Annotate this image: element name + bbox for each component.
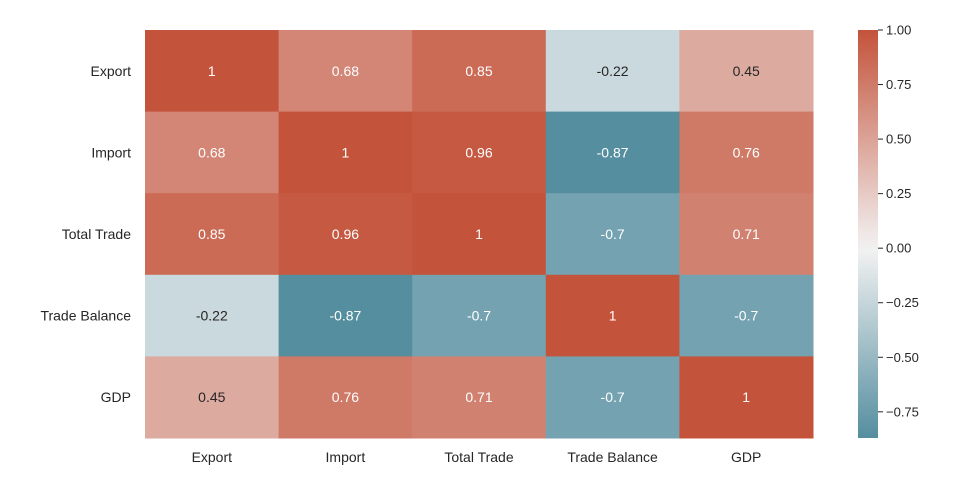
heatmap-cell (278, 356, 413, 439)
heatmap-cell (278, 274, 413, 357)
colorbar-tick-label: −0.75 (886, 404, 919, 419)
cell-annotation: 0.85 (465, 63, 492, 79)
y-axis-tick-labels: Export Import Total Trade Trade Balance GDP (40, 63, 131, 405)
cell-annotation: -0.87 (597, 144, 629, 160)
heatmap-cell (679, 274, 814, 357)
colorbar: 1.00 0.75 0.50 0.25 0.00 −0.25 −0.50 −0.75 (858, 23, 919, 438)
heatmap-cell (545, 111, 680, 194)
cell-annotation: 1 (609, 308, 617, 324)
heatmap-annotations: 1 0.68 0.85 -0.22 0.45 0.68 1 0.96 -0.87 0.76 0.85… (196, 63, 760, 405)
x-tick-label: Import (326, 449, 366, 465)
heatmap-cell (545, 193, 680, 276)
heatmap-cell (278, 193, 413, 276)
cell-annotation: 1 (342, 144, 350, 160)
heatmap-cell (278, 30, 413, 113)
cell-annotation: -0.87 (329, 308, 361, 324)
cell-annotation: 0.68 (198, 144, 225, 160)
heatmap-cell (412, 356, 547, 439)
heatmap-cell (679, 111, 814, 194)
heatmap-cell (412, 111, 547, 194)
cell-annotation: 0.71 (465, 389, 492, 405)
colorbar-tick-label: 0.25 (886, 186, 911, 201)
cell-annotation: 0.76 (733, 144, 760, 160)
cell-annotation: 0.96 (332, 226, 359, 242)
colorbar-tick-label: 0.50 (886, 132, 911, 147)
cell-annotation: -0.22 (196, 308, 228, 324)
heatmap-cell (145, 111, 280, 194)
cell-annotation: 0.45 (733, 63, 760, 79)
x-tick-label: Total Trade (444, 449, 513, 465)
cell-annotation: 1 (208, 63, 216, 79)
colorbar-gradient (858, 30, 878, 438)
heatmap-cell (145, 193, 280, 276)
y-tick-label: Trade Balance (40, 308, 131, 324)
x-axis-tick-labels: Export Import Total Trade Trade Balance GDP (192, 449, 762, 465)
cell-annotation: 0.71 (733, 226, 760, 242)
cell-annotation: -0.7 (467, 308, 491, 324)
colorbar-tick-label: 1.00 (886, 23, 911, 38)
heatmap-cell (545, 30, 680, 113)
heatmap-cell (278, 111, 413, 194)
cell-annotation: 0.76 (332, 389, 359, 405)
cell-annotation: 1 (742, 389, 750, 405)
x-tick-label: Trade Balance (567, 449, 658, 465)
heatmap-cell (412, 274, 547, 357)
cell-annotation: 0.85 (198, 226, 225, 242)
cell-annotation: -0.7 (601, 226, 625, 242)
cell-annotation: 0.68 (332, 63, 359, 79)
heatmap-cells (145, 30, 814, 439)
heatmap-cell (545, 356, 680, 439)
cell-annotation: 0.45 (198, 389, 225, 405)
y-tick-label: Total Trade (62, 226, 131, 242)
heatmap-cell (679, 193, 814, 276)
heatmap-cell (679, 30, 814, 113)
heatmap-cell (679, 356, 814, 439)
colorbar-tick-label: −0.25 (886, 295, 919, 310)
cell-annotation: -0.7 (734, 308, 758, 324)
colorbar-tick-label: 0.00 (886, 241, 911, 256)
colorbar-tick-label: −0.50 (886, 350, 919, 365)
cell-annotation: -0.22 (597, 63, 629, 79)
y-tick-label: GDP (101, 389, 131, 405)
heatmap-cell (412, 30, 547, 113)
heatmap-cell (145, 30, 280, 113)
x-tick-label: GDP (731, 449, 761, 465)
heatmap-cell (545, 274, 680, 357)
cell-annotation: 0.96 (465, 144, 492, 160)
colorbar-tick-label: 0.75 (886, 77, 911, 92)
heatmap-cell (145, 274, 280, 357)
cell-annotation: 1 (475, 226, 483, 242)
x-tick-label: Export (192, 449, 233, 465)
y-tick-label: Export (91, 63, 132, 79)
heatmap-cell (412, 193, 547, 276)
heatmap-cell (145, 356, 280, 439)
cell-annotation: -0.7 (601, 389, 625, 405)
y-tick-label: Import (91, 144, 131, 160)
